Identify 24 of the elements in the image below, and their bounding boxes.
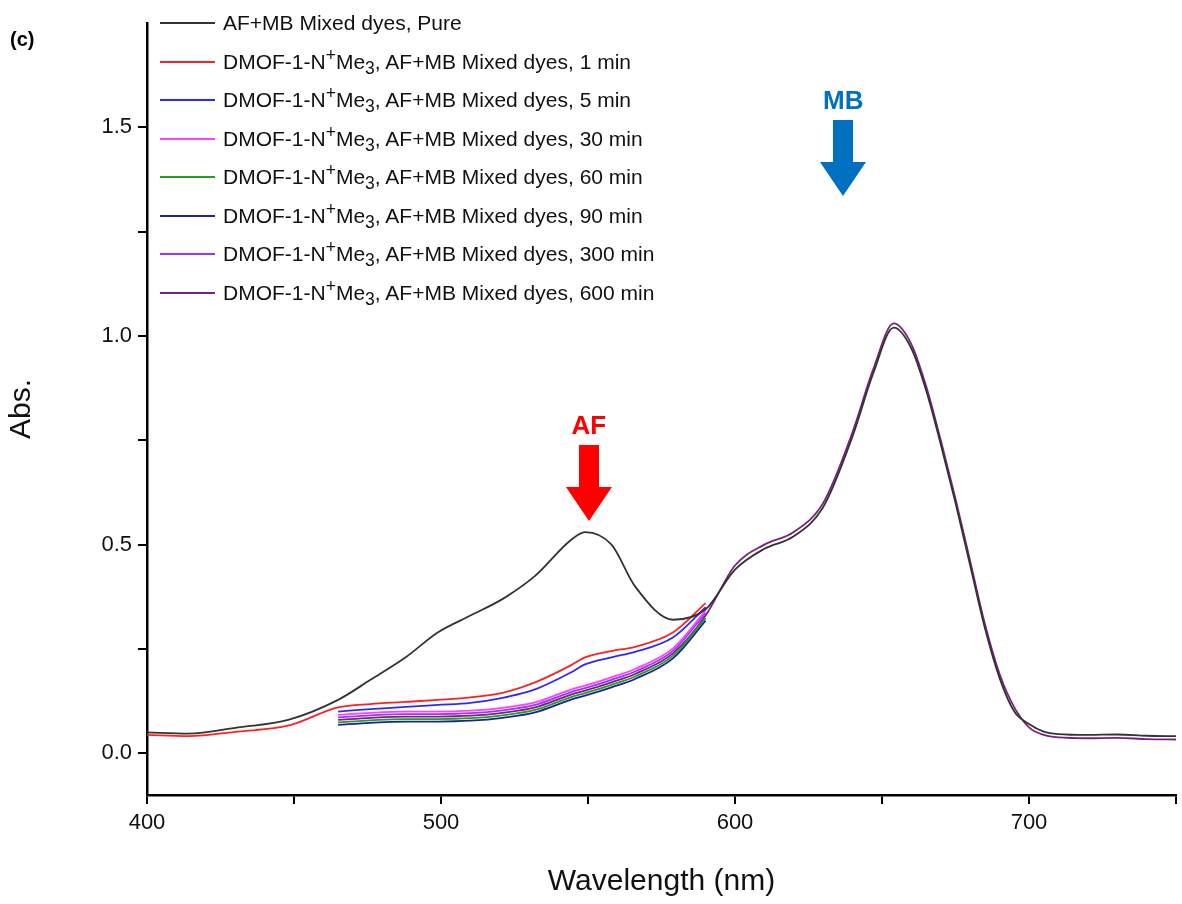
text: (c) [10,28,35,51]
legend-label: DMOF-1-N$^{+}$Me$_{3}$, AF+MB Mixed dyes, 5 min [223,83,631,118]
legend-label: DMOF-1-N$^{+}$Me$_{3}$, AF+MB Mixed dyes, 300 min [223,237,655,272]
legend-label: AF+MB Mixed dyes, Pure [223,11,462,36]
line-series [147,326,1176,738]
y-tick-label: 0.0 [101,739,132,765]
y-axis-title: Abs. [3,378,37,440]
x-tick-label: 600 [716,809,754,835]
annotation: AF [571,409,607,441]
legend-label: DMOF-1-N$^{+}$Me$_{3}$, AF+MB Mixed dyes, 60 min [223,160,643,195]
x-tick-label: 700 [1010,809,1048,835]
x-tick-label: 400 [128,809,166,835]
legend-label: DMOF-1-N$^{+}$Me$_{3}$, AF+MB Mixed dyes, 30 min [223,121,643,156]
annotation: MB [823,84,864,116]
y-tick-label: 1.0 [101,322,132,348]
x-axis-title: Wavelength (nm) [547,863,776,897]
y-tick-label: 1.5 [101,113,132,139]
line-series [337,322,1176,741]
legend-label: DMOF-1-N$^{+}$Me$_{3}$, AF+MB Mixed dyes, 1 min [223,44,631,79]
legend-label: DMOF-1-N$^{+}$Me$_{3}$, AF+MB Mixed dyes, 90 min [223,198,643,233]
y-tick-label: 0.5 [101,530,132,556]
legend-label: DMOF-1-N$^{+}$Me$_{3}$, AF+MB Mixed dyes, 600 min [223,275,655,310]
x-tick-label: 500 [422,809,460,835]
line-series [147,602,707,738]
